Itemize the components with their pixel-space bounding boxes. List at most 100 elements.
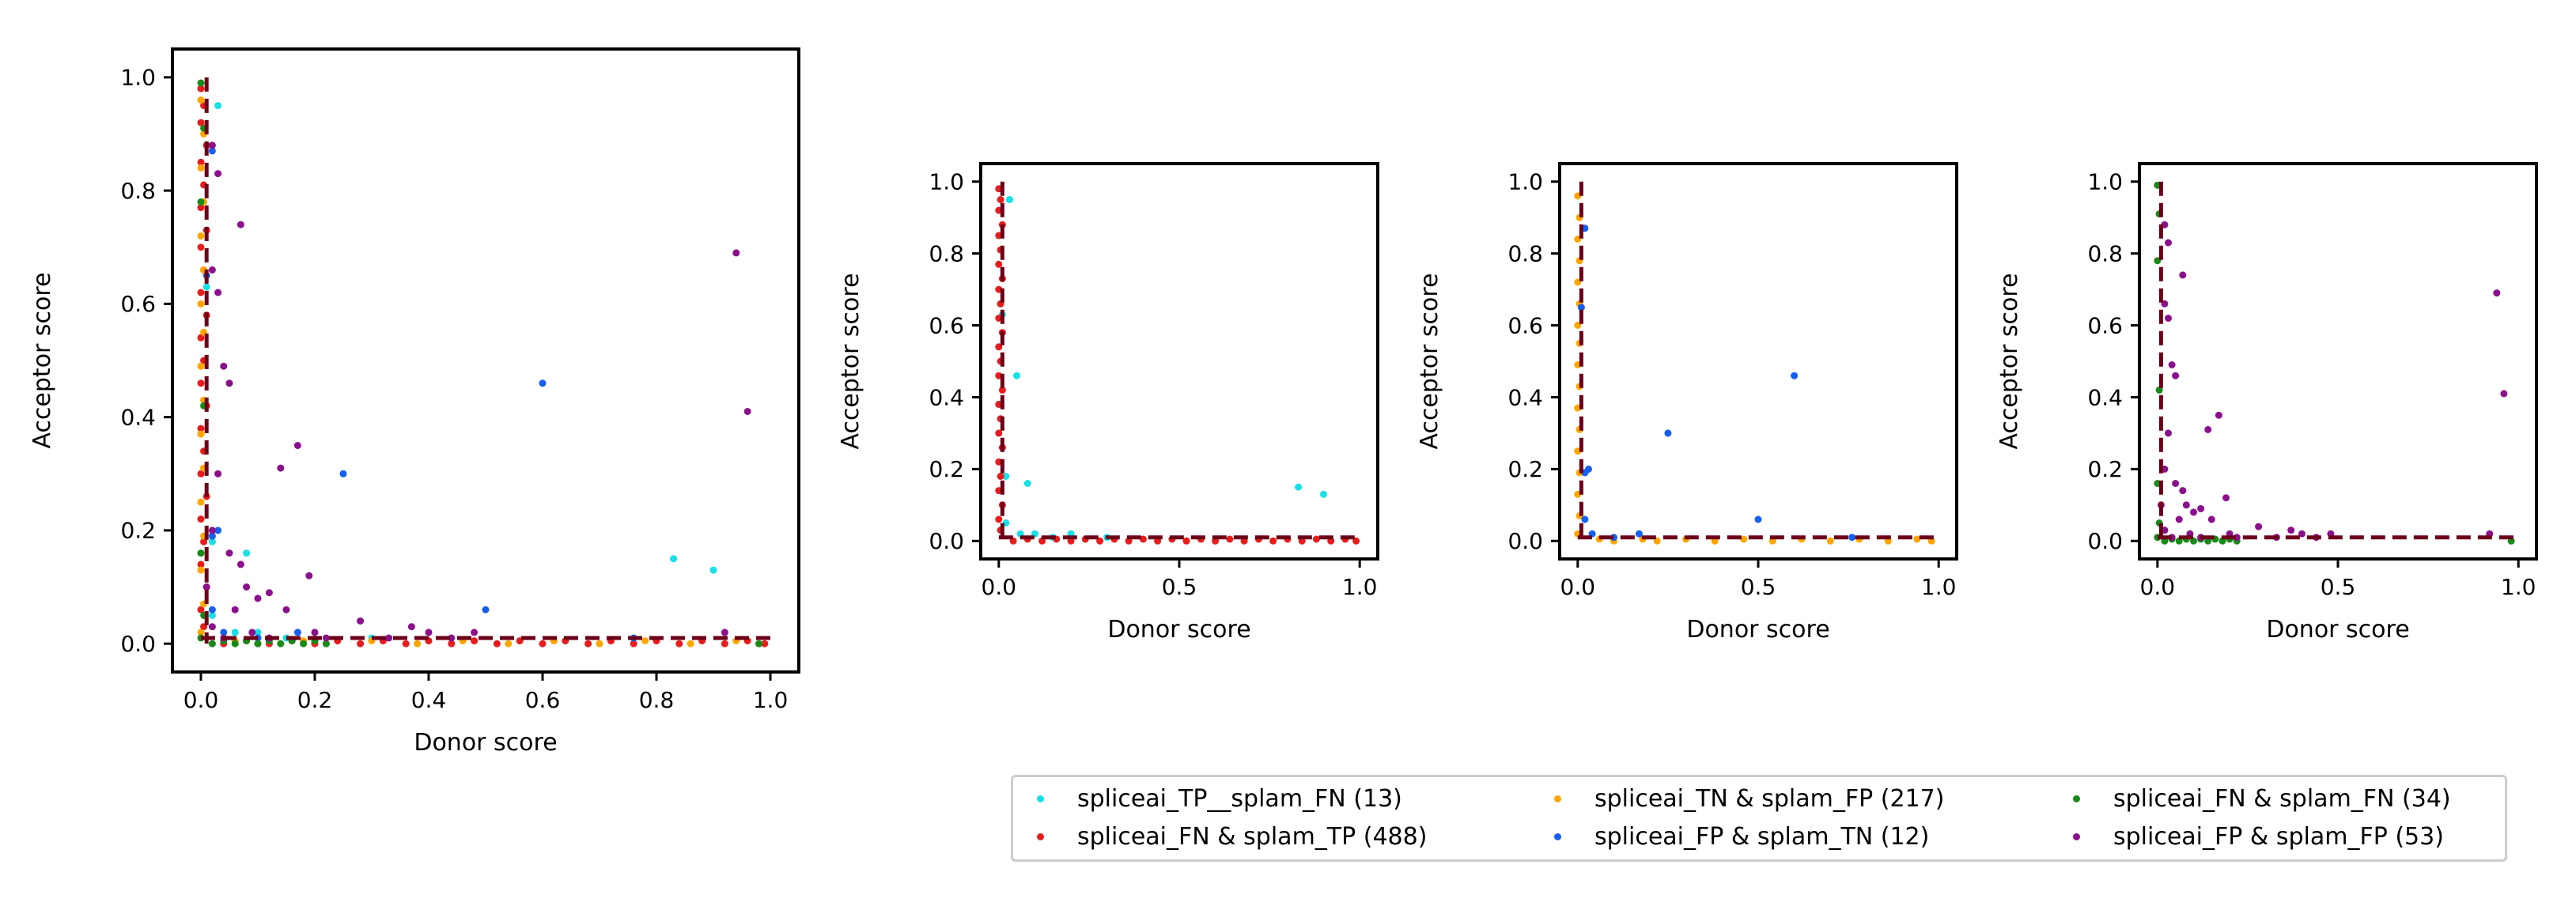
- scatter-panel-1: 0.0 0.2 0.4 0.6 0.8 1.0 0.0 0.2 0.4 0.6 0.8 1.0 Dono…: [28, 47, 800, 757]
- legend-item: spliceai_FP & splam_FP (53): [2063, 823, 2444, 851]
- y-tick-label: 0.4: [929, 384, 964, 410]
- y-tick-label: 0.8: [2087, 240, 2123, 266]
- data-point: [2168, 361, 2176, 368]
- data-point: [1182, 537, 1190, 545]
- data-point: [755, 640, 763, 647]
- data-point: [277, 640, 285, 647]
- series-6: [202, 142, 751, 642]
- data-point: [231, 640, 239, 647]
- data-point: [732, 249, 740, 257]
- data-point: [2222, 494, 2230, 502]
- legend-item: spliceai_TN & splam_FP (217): [1545, 785, 1944, 813]
- data-point: [414, 640, 422, 647]
- data-point: [2190, 508, 2197, 516]
- data-point: [1295, 483, 1303, 491]
- data-point: [197, 300, 205, 308]
- data-point: [1664, 429, 1672, 437]
- data-point: [243, 549, 251, 557]
- x-tick-label: 1.0: [1921, 574, 1957, 600]
- data-point: [208, 611, 216, 619]
- data-point: [220, 362, 228, 370]
- data-point: [214, 102, 222, 110]
- axes-frame: [2138, 162, 2538, 561]
- series-1: [1574, 192, 1935, 545]
- data-point: [214, 527, 222, 534]
- y-tick-label: 0.2: [120, 518, 156, 544]
- data-point: [197, 425, 205, 432]
- series-5: [197, 79, 763, 647]
- axes-frame: [1558, 162, 1958, 561]
- legend-item: spliceai_FP & splam_TN (12): [1545, 823, 1929, 851]
- data-point: [1226, 535, 1234, 543]
- data-point: [208, 532, 216, 540]
- data-point: [385, 634, 393, 642]
- data-point: [202, 283, 210, 291]
- y-axis-label: Acceptor score: [1995, 273, 2023, 449]
- legend-label: spliceai_TP__splam_FN (13): [1077, 785, 1402, 813]
- data-point: [448, 640, 456, 647]
- data-point: [1320, 490, 1327, 498]
- y-tick-label: 0.8: [929, 240, 964, 266]
- data-point: [293, 442, 301, 449]
- data-point: [2179, 271, 2187, 279]
- data-point: [197, 629, 205, 636]
- x-tick-label: 0.5: [1741, 574, 1776, 600]
- y-tick-label: 0.8: [120, 178, 156, 204]
- data-point: [1139, 535, 1147, 543]
- legend-marker-icon: [1037, 833, 1044, 840]
- data-point: [675, 640, 683, 647]
- data-point: [236, 221, 244, 228]
- data-point: [2155, 386, 2163, 394]
- data-point: [482, 606, 490, 613]
- data-point: [709, 566, 717, 574]
- data-point: [305, 572, 313, 579]
- data-point: [254, 640, 262, 647]
- legend-item: spliceai_FN & splam_TP (488): [1027, 823, 1427, 851]
- legend-item: spliceai_FN & splam_FN (34): [2063, 785, 2451, 813]
- data-point: [2204, 425, 2212, 433]
- data-point: [254, 595, 262, 602]
- data-point: [265, 589, 273, 597]
- y-tick-label: 1.0: [2087, 169, 2123, 195]
- data-point: [231, 606, 239, 613]
- y-tick-label: 0.6: [1507, 312, 1543, 338]
- data-point: [197, 79, 205, 87]
- data-point: [214, 289, 222, 296]
- data-point: [687, 640, 694, 647]
- series-1: [2154, 181, 2515, 545]
- y-tick-label: 0.2: [929, 456, 964, 482]
- data-point: [670, 555, 678, 563]
- data-point: [2215, 411, 2222, 419]
- data-point: [596, 640, 603, 647]
- data-point: [1269, 537, 1277, 545]
- data-point: [997, 196, 1004, 203]
- y-tick-label: 0.6: [2087, 312, 2123, 338]
- data-point: [197, 198, 205, 206]
- y-tick-label: 0.0: [929, 528, 964, 554]
- data-point: [1002, 473, 1010, 480]
- data-point: [721, 629, 728, 636]
- data-point: [2165, 429, 2172, 437]
- data-point: [493, 640, 501, 647]
- x-axis-label: Donor score: [1107, 616, 1250, 644]
- data-point: [471, 637, 479, 645]
- data-point: [1312, 535, 1320, 543]
- x-tick-label: 0.0: [183, 687, 219, 713]
- data-point: [1006, 196, 1013, 203]
- data-point: [197, 470, 205, 478]
- data-point: [197, 362, 205, 370]
- data-point: [197, 119, 205, 126]
- data-point: [995, 515, 1003, 523]
- data-point: [197, 334, 205, 342]
- data-point: [357, 617, 365, 625]
- data-point: [2172, 372, 2180, 379]
- legend-marker-icon: [1554, 833, 1561, 840]
- x-tick-label: 0.2: [297, 687, 333, 713]
- data-point: [220, 629, 228, 636]
- data-point: [197, 549, 205, 557]
- y-tick-label: 0.0: [2087, 528, 2123, 554]
- data-point: [208, 266, 216, 274]
- x-axis-label: Donor score: [2266, 616, 2409, 644]
- legend-marker-icon: [2073, 795, 2080, 802]
- legend-label: spliceai_FP & splam_FP (53): [2113, 823, 2444, 851]
